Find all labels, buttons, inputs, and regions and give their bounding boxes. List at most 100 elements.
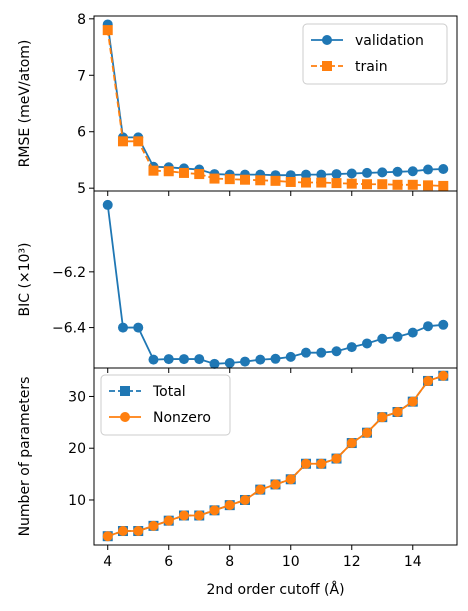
panel-1: 5 6 7 8 RMSE (meV/atom) validation train bbox=[17, 12, 458, 197]
data-point bbox=[133, 136, 144, 147]
x-tick-label: 6 bbox=[164, 554, 173, 570]
data-point bbox=[194, 169, 205, 180]
y-tick-label: 7 bbox=[77, 68, 86, 84]
data-point bbox=[331, 178, 342, 189]
panel-3: 10 20 30 4 6 8 10 12 14 Number of parameters 2nd o… bbox=[17, 367, 458, 598]
x-axis-label: 2nd order cutoff (Å) bbox=[206, 581, 344, 598]
data-point bbox=[407, 179, 418, 190]
data-point bbox=[133, 322, 144, 333]
data-point bbox=[285, 474, 296, 485]
data-point bbox=[102, 531, 113, 542]
data-point bbox=[163, 515, 174, 526]
data-point bbox=[392, 166, 403, 177]
legend-marker bbox=[120, 412, 130, 422]
legend-entry: validation bbox=[355, 33, 424, 49]
legend-marker bbox=[322, 61, 332, 71]
y-tick-label: 30 bbox=[68, 389, 86, 405]
series-markers-nonzero bbox=[102, 370, 449, 542]
y-axis-label: RMSE (meV/atom) bbox=[17, 40, 33, 168]
y-tick-label: 20 bbox=[68, 441, 86, 457]
data-point bbox=[346, 342, 357, 353]
data-point bbox=[316, 347, 327, 358]
y-tick-label: 6 bbox=[77, 125, 86, 141]
data-point bbox=[346, 178, 357, 189]
data-point bbox=[392, 179, 403, 190]
data-point bbox=[346, 168, 357, 179]
data-point bbox=[270, 353, 281, 364]
x-tick-label: 12 bbox=[343, 554, 361, 570]
data-point bbox=[438, 370, 449, 381]
legend-marker bbox=[322, 35, 332, 45]
data-point bbox=[178, 510, 189, 521]
data-point bbox=[209, 505, 220, 516]
y-tick-label: 8 bbox=[77, 12, 86, 28]
data-point bbox=[209, 173, 220, 184]
x-tick-label: 10 bbox=[282, 554, 300, 570]
data-point bbox=[407, 327, 418, 338]
data-point bbox=[163, 166, 174, 177]
data-point bbox=[301, 177, 312, 188]
axes-frame bbox=[93, 367, 458, 546]
data-point bbox=[285, 351, 296, 362]
data-point bbox=[255, 484, 266, 495]
data-point bbox=[117, 526, 128, 537]
data-point bbox=[194, 354, 205, 365]
data-point bbox=[377, 179, 388, 190]
data-point bbox=[407, 396, 418, 407]
data-point bbox=[239, 494, 250, 505]
legend: Total Nonzero bbox=[100, 374, 231, 436]
data-point bbox=[224, 357, 235, 368]
data-point bbox=[178, 167, 189, 178]
legend: validation train bbox=[302, 23, 448, 85]
data-point bbox=[117, 322, 128, 333]
data-point bbox=[178, 354, 189, 365]
data-point bbox=[346, 438, 357, 449]
data-point bbox=[194, 510, 205, 521]
legend-frame bbox=[100, 374, 231, 436]
y-tick-label: −6.4 bbox=[52, 321, 86, 337]
data-point bbox=[255, 354, 266, 365]
data-point bbox=[224, 174, 235, 185]
data-point bbox=[331, 453, 342, 464]
data-point bbox=[270, 479, 281, 490]
data-point bbox=[209, 358, 220, 369]
data-point bbox=[423, 180, 434, 191]
y-axis-label: BIC (×10³) bbox=[17, 242, 33, 316]
series-markers-train bbox=[102, 25, 449, 191]
data-point bbox=[423, 375, 434, 386]
data-point bbox=[117, 136, 128, 147]
legend-entry: Nonzero bbox=[153, 410, 211, 426]
data-point bbox=[163, 354, 174, 365]
legend-entry: Total bbox=[152, 384, 186, 400]
data-point bbox=[224, 500, 235, 511]
data-point bbox=[102, 199, 113, 210]
y-tick-label: −6.2 bbox=[52, 265, 86, 281]
data-point bbox=[270, 175, 281, 186]
data-point bbox=[423, 164, 434, 175]
data-point bbox=[301, 347, 312, 358]
legend-marker bbox=[120, 386, 130, 396]
data-point bbox=[377, 333, 388, 344]
data-point bbox=[362, 338, 373, 349]
data-point bbox=[438, 163, 449, 174]
data-point bbox=[148, 520, 159, 531]
series-markers-bic bbox=[102, 199, 449, 369]
series-line-bic bbox=[106, 204, 444, 365]
data-point bbox=[377, 167, 388, 178]
axes-frame bbox=[93, 190, 458, 369]
data-point bbox=[331, 169, 342, 180]
data-point bbox=[316, 458, 327, 469]
data-point bbox=[301, 169, 312, 180]
data-point bbox=[362, 179, 373, 190]
data-point bbox=[133, 526, 144, 537]
y-tick-label: 5 bbox=[77, 181, 86, 197]
y-axis-label: Number of parameters bbox=[17, 377, 33, 537]
legend-entry: train bbox=[355, 59, 388, 75]
data-point bbox=[239, 174, 250, 185]
y-tick-label: 10 bbox=[68, 493, 86, 509]
data-point bbox=[148, 165, 159, 176]
data-point bbox=[407, 166, 418, 177]
data-point bbox=[438, 180, 449, 191]
data-point bbox=[377, 412, 388, 423]
